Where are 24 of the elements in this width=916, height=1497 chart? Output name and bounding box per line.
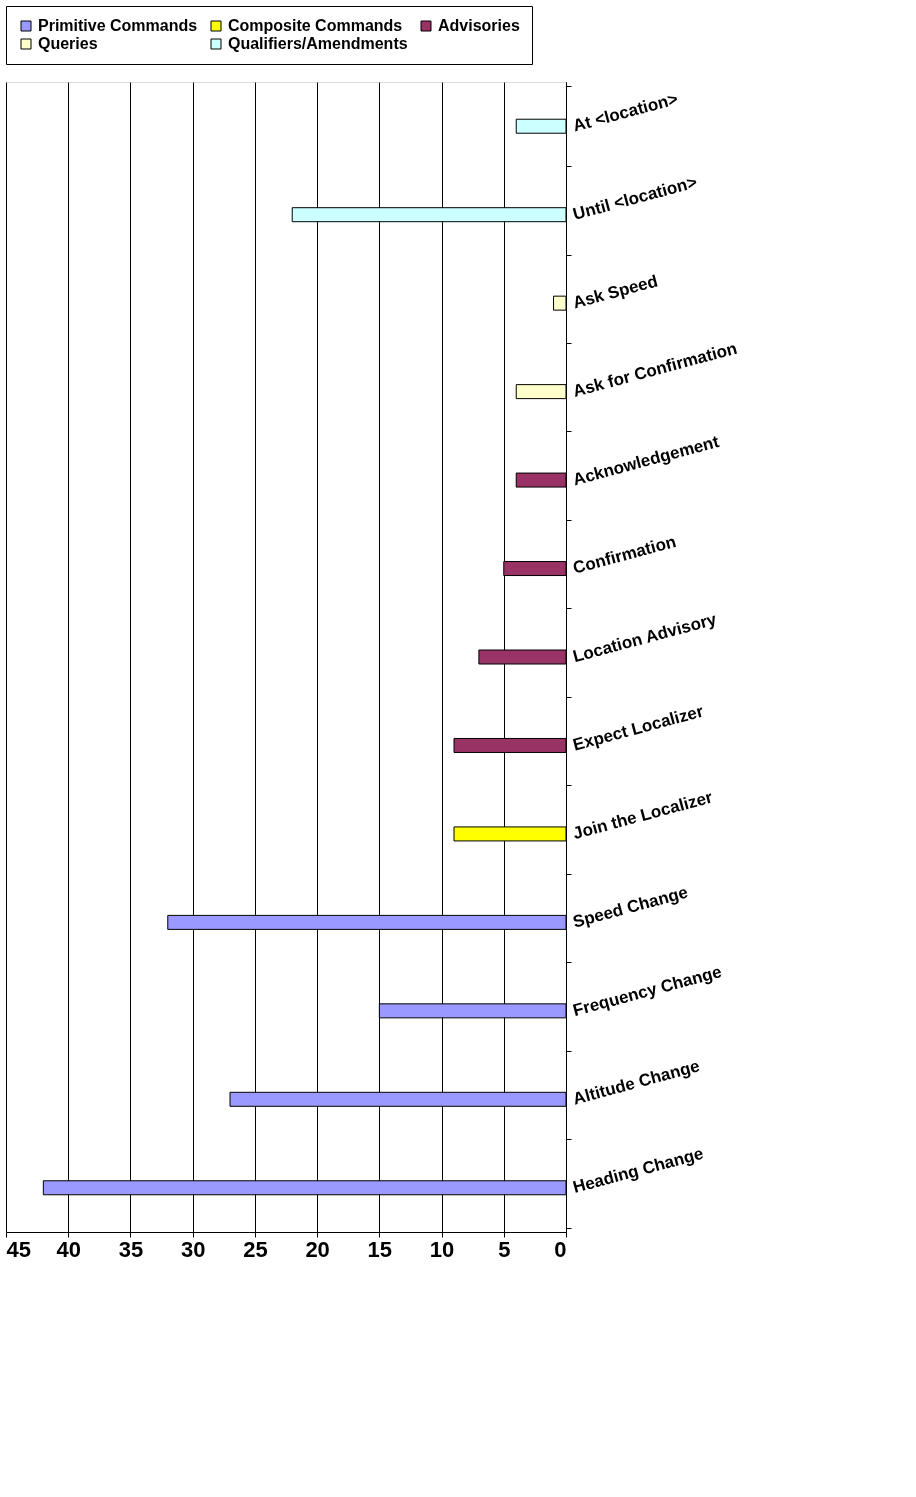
y-tick-label: Altitude Change xyxy=(570,1056,702,1109)
y-tick-label: At <location> xyxy=(570,89,680,136)
x-tick-label: 30 xyxy=(180,1236,206,1262)
x-tick-label: 25 xyxy=(243,1236,268,1262)
y-tick-label: Heading Change xyxy=(570,1143,706,1197)
x-tick-label: 15 xyxy=(367,1236,393,1262)
x-tick-label: 40 xyxy=(56,1236,81,1262)
x-tick-label: 45 xyxy=(6,1236,31,1262)
y-tick-label: Speed Change xyxy=(570,882,690,932)
x-tick-label: 5 xyxy=(498,1236,511,1262)
legend-label: Composite Commands xyxy=(228,17,403,34)
x-tick-label: 0 xyxy=(554,1236,567,1262)
legend-label: Primitive Commands xyxy=(38,17,198,34)
y-tick-label: Ask Speed xyxy=(570,271,660,313)
y-tick-label: Until <location> xyxy=(570,172,700,224)
legend-label: Qualifiers/Amendments xyxy=(228,35,408,52)
x-tick-label: 35 xyxy=(118,1236,144,1262)
legend-label: Queries xyxy=(38,35,98,52)
y-tick-label: Location Advisory xyxy=(570,609,719,667)
x-tick-label: 10 xyxy=(429,1236,455,1262)
y-tick-label: Expect Localizer xyxy=(570,701,706,755)
legend-label: Advisories xyxy=(438,17,520,34)
x-tick-label: 20 xyxy=(305,1236,330,1262)
y-tick-label: Join the Localizer xyxy=(570,787,715,844)
